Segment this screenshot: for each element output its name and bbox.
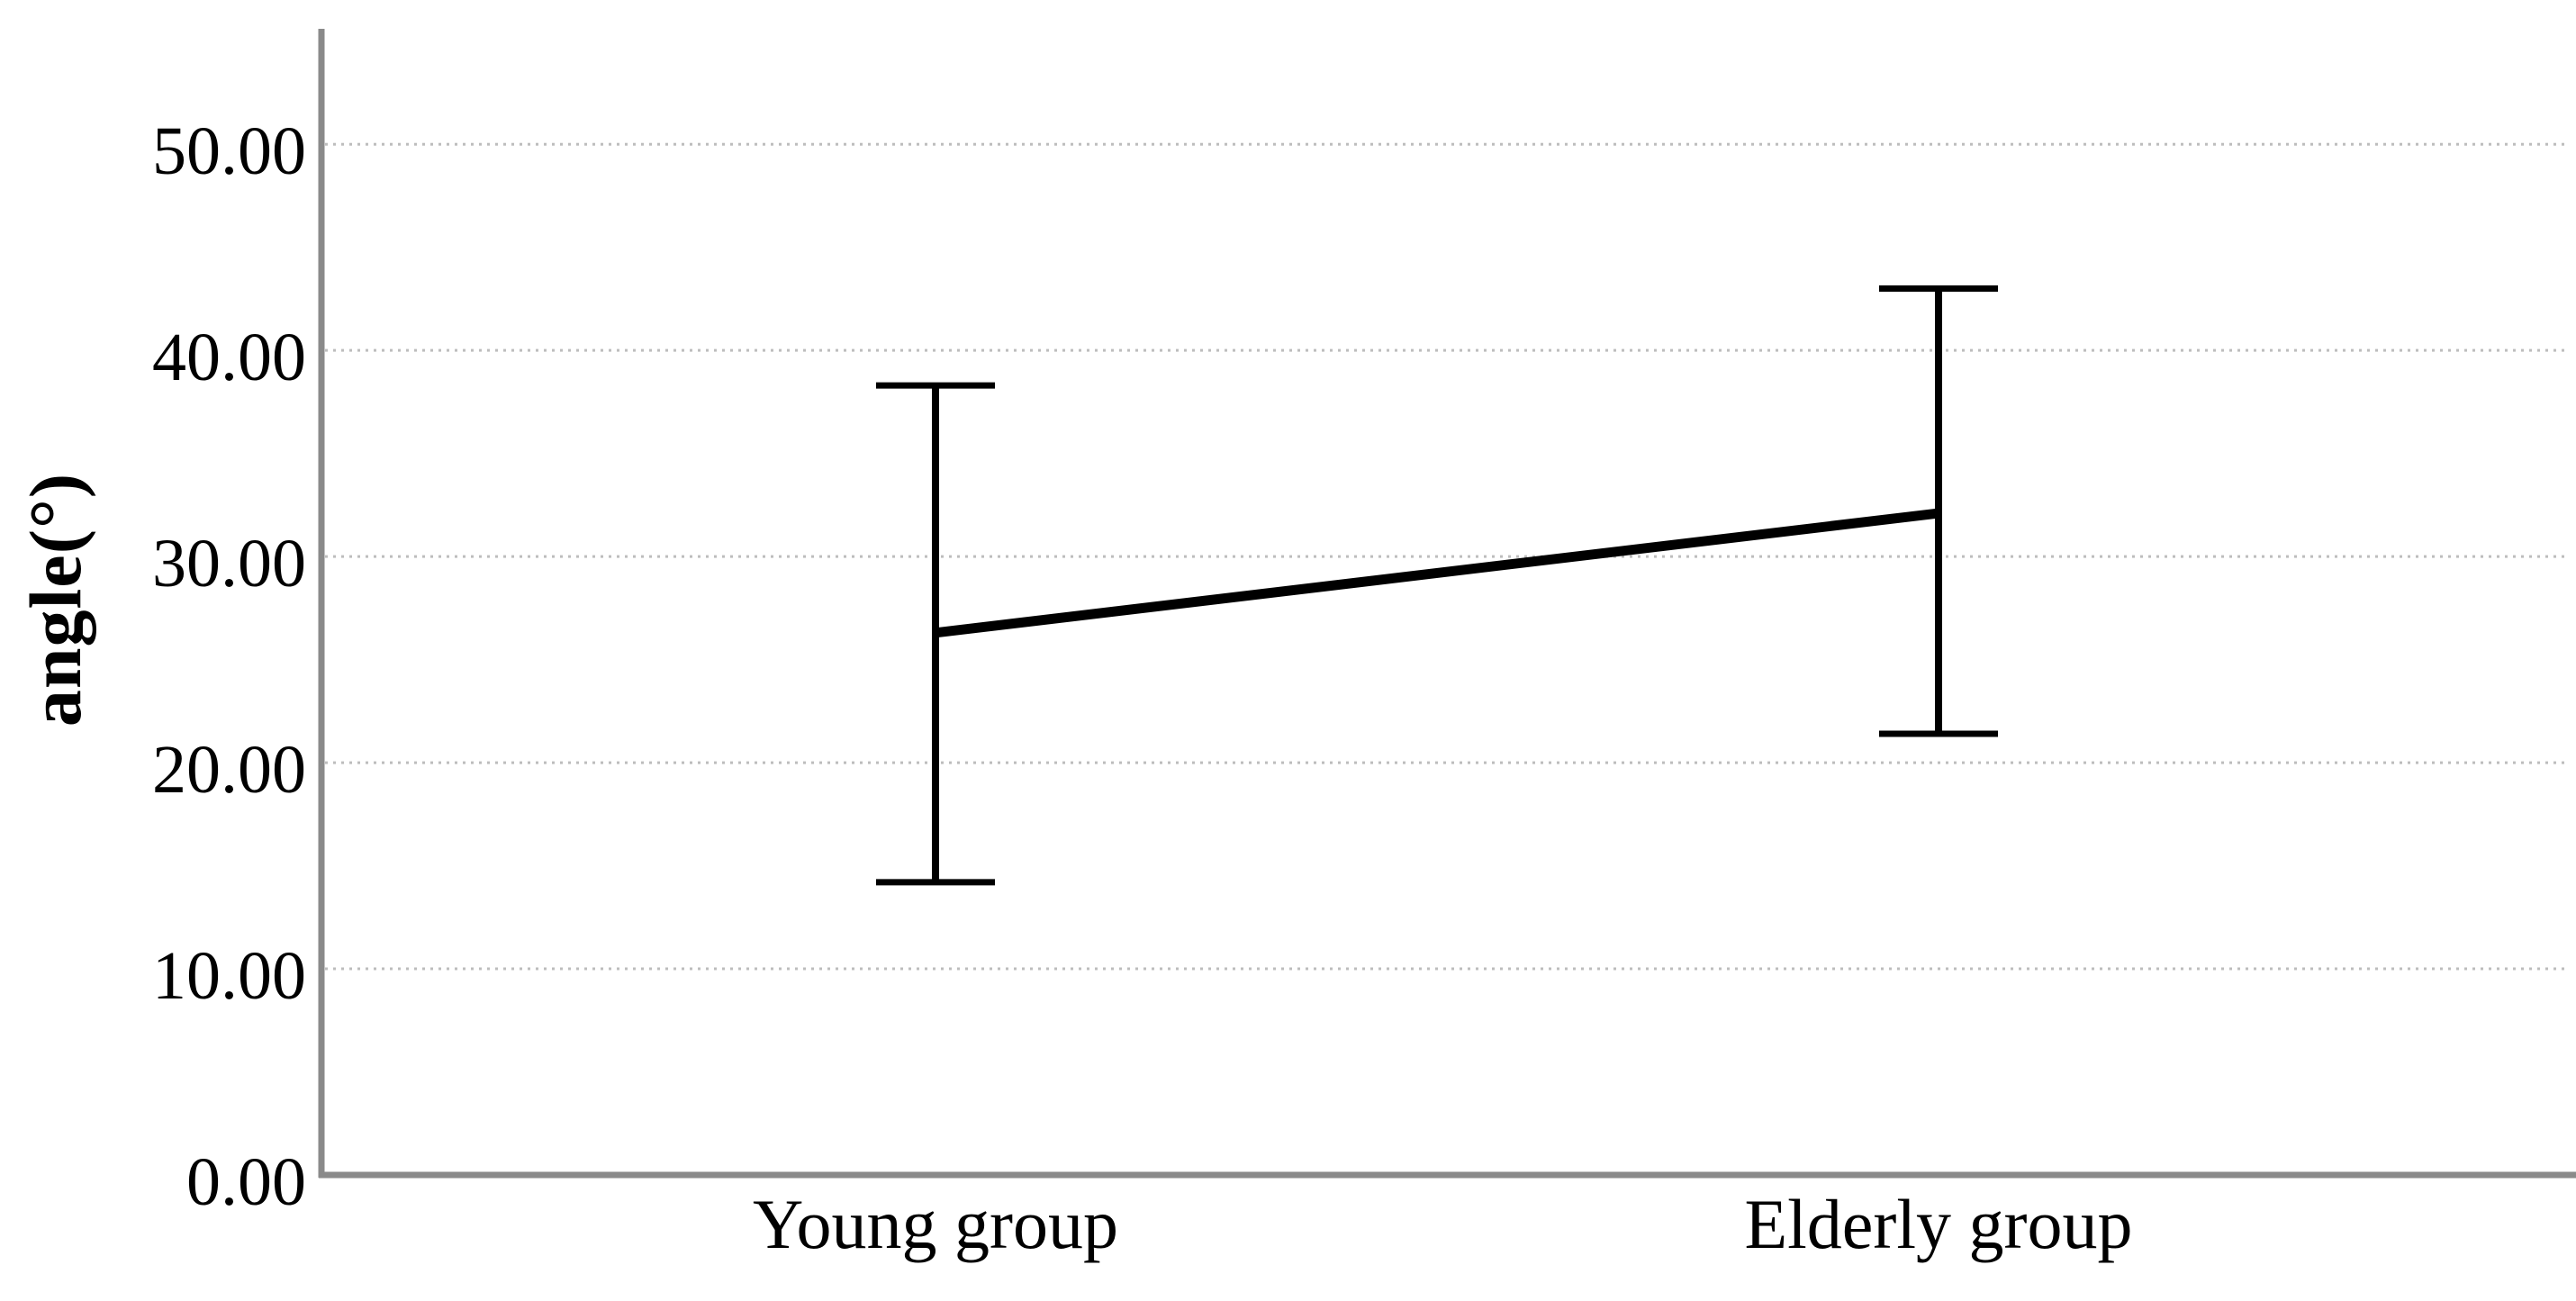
x-category-label: Young group	[753, 1185, 1118, 1263]
y-tick-label: 20.00	[152, 732, 306, 809]
y-tick-label: 40.00	[152, 320, 306, 396]
y-tick-label: 10.00	[152, 938, 306, 1015]
x-category-label: Elderly group	[1744, 1185, 2133, 1263]
y-tick-label: 50.00	[152, 113, 306, 190]
mean-line	[935, 508, 1939, 638]
y-tick-label: 30.00	[152, 526, 306, 602]
y-tick-label: 0.00	[186, 1144, 306, 1220]
